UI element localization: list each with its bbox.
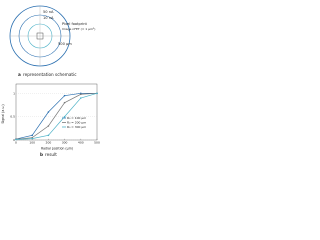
caption-letter: a [18,72,21,77]
data-point [15,138,17,141]
schematic: 50 nA 10 nA Pixel footprint Image nFET (… [9,5,95,77]
y-axis-label: Signal (a.u.) [1,104,5,123]
x-tick-label: 400 [78,141,84,145]
legend-label: R₀ = 100 µm [67,116,86,120]
caption: result [45,152,57,157]
series-line [15,92,97,140]
series-line [15,92,98,140]
series-line [15,92,98,140]
data-point [31,134,33,137]
data-point [31,137,33,140]
x-tick-label: 0 [15,141,17,145]
chart: b result Radial position (µm) Signal (a.… [1,83,100,157]
page: 50 nA 10 nA Pixel footprint Image nFET (… [1,5,100,157]
y-tick-label: 1 [13,91,15,95]
data-point [63,115,66,118]
caption-letter: b [40,152,43,157]
label: 50 nA [43,10,54,14]
data-point [47,134,50,137]
x-tick-label: 500 [94,141,100,145]
x-tick-label: 300 [62,141,68,145]
x-axis-label: Radial position (µm) [41,147,73,151]
data-point [63,94,66,97]
legend-label: R₀ = 200 µm [67,121,86,125]
y-tick-label: 0.5 [10,115,15,119]
caption: representation schematic [23,72,77,77]
data-point [63,101,66,104]
label: Pixel footprint [62,22,88,26]
data-point [80,93,82,96]
legend-label: R₀ = 300 µm [67,125,86,129]
data-point [47,125,50,127]
label: 10 nA [43,16,54,20]
x-tick-label: 200 [46,141,52,145]
y-tick-label: 0 [13,138,15,142]
plot-frame [15,83,98,141]
data-point [96,92,98,95]
data-point [47,111,50,113]
data-point [80,97,82,99]
label: Image nFET (= 1 µm²) [62,27,95,31]
label: 500 µm [58,42,72,46]
x-tick-label: 100 [29,141,35,145]
figure: 50 nA 10 nA Pixel footprint Image nFET (… [1,5,100,157]
